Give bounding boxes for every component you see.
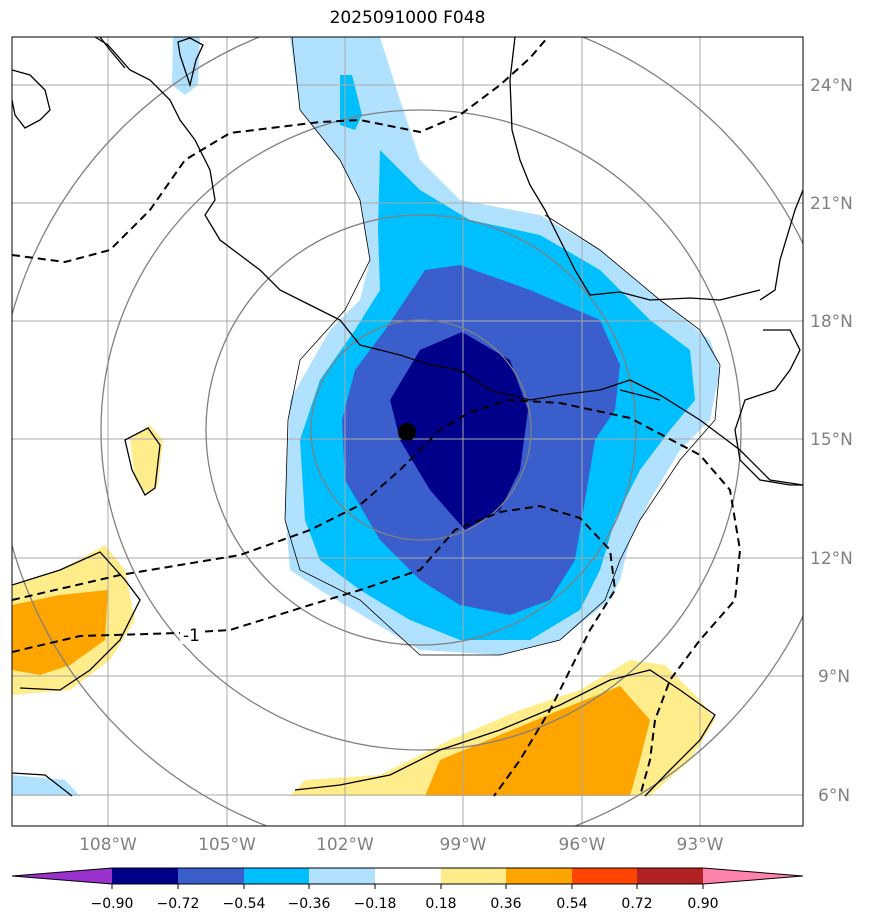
contour-label-bg (180, 624, 202, 644)
colorbar-segment (178, 868, 244, 884)
colorbar-segment (244, 868, 309, 884)
dashed-contours (12, 37, 742, 797)
lon-label: 99°W (440, 835, 487, 855)
lat-label: 24°N (810, 76, 853, 96)
lat-label: 21°N (810, 194, 853, 214)
lat-labels: 24°N 21°N 18°N 15°N 12°N 9°N 6°N (810, 76, 853, 806)
colorbar-extend-max (703, 868, 803, 884)
colorbar-tick: −0.18 (354, 896, 397, 912)
lat-label: 12°N (810, 549, 853, 569)
lon-label: 108°W (79, 835, 137, 855)
lat-label: 18°N (810, 312, 853, 332)
colorbar-segment (441, 868, 506, 884)
colorbar-extend-min (12, 868, 112, 884)
colorbar-segment (572, 868, 637, 884)
coastlines (12, 37, 803, 797)
colorbar-tick: −0.90 (91, 896, 134, 912)
lon-label: 105°W (198, 835, 256, 855)
colorbar-tick: −0.72 (157, 896, 200, 912)
lon-label: 93°W (677, 835, 724, 855)
lon-labels: 108°W 105°W 102°W 99°W 96°W 93°W (79, 835, 724, 855)
contour-label: -1 (183, 626, 200, 646)
map-plot-area: -1 (12, 37, 803, 826)
colorbar-tick: 0.36 (490, 896, 521, 912)
range-circles (12, 37, 803, 826)
colorbar-segment (506, 868, 572, 884)
colorbar-segment (112, 868, 178, 884)
colorbar: −0.90 −0.72 −0.54 −0.36 −0.18 0.18 0.36 … (11, 867, 804, 912)
colorbar-segment (637, 868, 703, 884)
colorbar-tick: 0.90 (687, 896, 718, 912)
colorbar-tick: 0.18 (425, 896, 456, 912)
colorbar-tick: 0.54 (556, 896, 587, 912)
shade-neg018-corner (12, 775, 80, 796)
storm-center-marker (398, 423, 416, 441)
outline-contour (284, 37, 721, 656)
colorbar-segment (375, 868, 441, 884)
shade-pos036-south (425, 686, 650, 796)
lat-label: 9°N (818, 667, 850, 687)
map-title: 2025091000 F048 (329, 8, 486, 28)
lon-label: 96°W (559, 835, 606, 855)
colorbar-segment (309, 868, 375, 884)
colorbar-tick: −0.36 (288, 896, 331, 912)
colorbar-tick: 0.72 (621, 896, 652, 912)
map-frame (11, 36, 804, 827)
lon-label: 102°W (316, 835, 374, 855)
shade-neg018-island (172, 37, 200, 95)
shade-neg072-core (390, 332, 528, 530)
shade-pos018-small (130, 425, 163, 495)
colorbar-tick: −0.54 (223, 896, 266, 912)
lat-label: 6°N (818, 786, 850, 806)
lat-label: 15°N (810, 430, 853, 450)
